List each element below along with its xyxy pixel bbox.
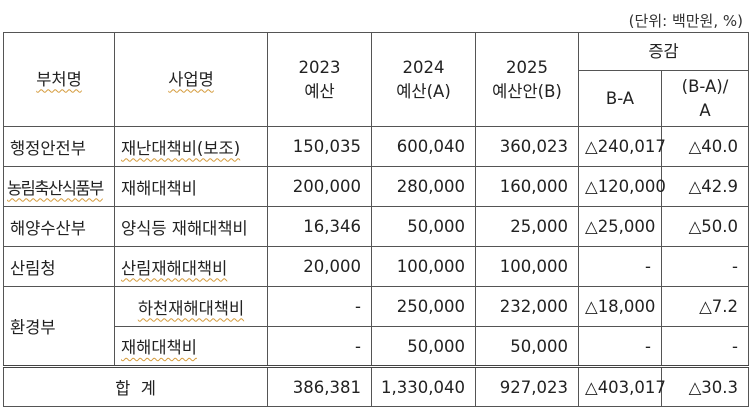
value-2023: -	[267, 286, 372, 327]
project-cell: 양식등 재해대책비	[114, 206, 268, 247]
table-row: 해양수산부 양식등 재해대책비 16,346 50,000 25,000 △25…	[3, 206, 749, 247]
project-cell: 하천재해대책비	[114, 286, 268, 327]
project-cell: 산림재해대책비	[114, 246, 268, 287]
ministry-cell: 해양수산부	[3, 206, 115, 247]
value-rate: △50.0	[661, 206, 749, 247]
value-2024: 50,000	[371, 206, 476, 247]
total-2025: 927,023	[475, 365, 579, 407]
header-change: 증감	[578, 32, 749, 71]
value-rate: △40.0	[661, 126, 749, 167]
value-diff: △240,017	[578, 126, 666, 167]
header-project: 사업명	[114, 32, 268, 127]
table-row: 산림청 산림재해대책비 20,000 100,000 100,000 - -	[3, 246, 749, 287]
table-row: 행정안전부 재난대책비(보조) 150,035 600,040 360,023 …	[3, 126, 749, 167]
ministry-cell: 환경부	[3, 286, 115, 367]
header-2023: 2023 예산	[267, 32, 372, 127]
total-2024: 1,330,040	[371, 365, 476, 407]
table-row: 재해대책비 - 50,000 50,000 - -	[4, 326, 749, 367]
value-2023: 16,346	[267, 206, 372, 247]
value-2023: -	[267, 326, 372, 367]
value-2025: 360,023	[475, 126, 579, 167]
total-label: 합 계	[3, 365, 268, 407]
header-change-rate: (B-A)/A	[661, 70, 749, 127]
unit-note: (단위: 백만원, %)	[628, 12, 743, 30]
table-row: 환경부 하천재해대책비 - 250,000 232,000 △18,000 △7…	[3, 286, 749, 367]
value-rate: -	[661, 246, 749, 287]
header-change-diff: B-A	[578, 70, 662, 127]
value-2023: 200,000	[267, 166, 372, 207]
header-row-2: B-A (B-A)/A	[4, 70, 749, 127]
value-rate: -	[661, 326, 749, 367]
value-diff: -	[578, 326, 662, 367]
value-2025: 232,000	[475, 286, 579, 327]
value-2024: 50,000	[371, 326, 476, 367]
header-2025: 2025 예산안(B)	[475, 32, 579, 127]
value-2025: 25,000	[475, 206, 579, 247]
project-cell: 재난대책비(보조)	[114, 126, 268, 167]
ministry-cell: 행정안전부	[3, 126, 115, 167]
value-diff: △120,000	[578, 166, 666, 207]
value-diff: -	[578, 246, 662, 287]
project-cell: 재해대책비	[114, 166, 268, 207]
value-2024: 250,000	[371, 286, 476, 327]
value-2023: 20,000	[267, 246, 372, 287]
value-2024: 280,000	[371, 166, 476, 207]
project-cell: 재해대책비	[114, 326, 268, 367]
budget-table: 부처명 사업명 2023 예산 2024 예산(A) 2025 예산안(B) 증감 B…	[3, 32, 749, 407]
value-2025: 160,000	[475, 166, 579, 207]
header-2024: 2024 예산(A)	[371, 32, 476, 127]
value-2024: 100,000	[371, 246, 476, 287]
value-rate: △42.9	[661, 166, 749, 207]
value-rate: △7.2	[661, 286, 749, 327]
value-2023: 150,035	[267, 126, 372, 167]
total-row: 합 계 386,381 1,330,040 927,023 △403,017 △…	[3, 365, 749, 407]
ministry-cell: 산림청	[3, 246, 115, 287]
header-ministry: 부처명	[3, 32, 115, 127]
value-2025: 50,000	[475, 326, 579, 367]
total-diff: △403,017	[578, 365, 666, 407]
value-diff: △25,000	[578, 206, 662, 247]
total-rate: △30.3	[661, 365, 749, 407]
value-2025: 100,000	[475, 246, 579, 287]
cropped-text-strip	[0, 0, 751, 9]
ministry-cell: 농림축산식품부	[3, 166, 115, 207]
value-2024: 600,040	[371, 126, 476, 167]
table-row: 농림축산식품부 재해대책비 200,000 280,000 160,000 △1…	[3, 166, 749, 207]
header-row-1: 부처명 사업명 2023 예산 2024 예산(A) 2025 예산안(B) 증감	[3, 32, 749, 127]
value-diff: △18,000	[578, 286, 662, 327]
total-2023: 386,381	[267, 365, 372, 407]
